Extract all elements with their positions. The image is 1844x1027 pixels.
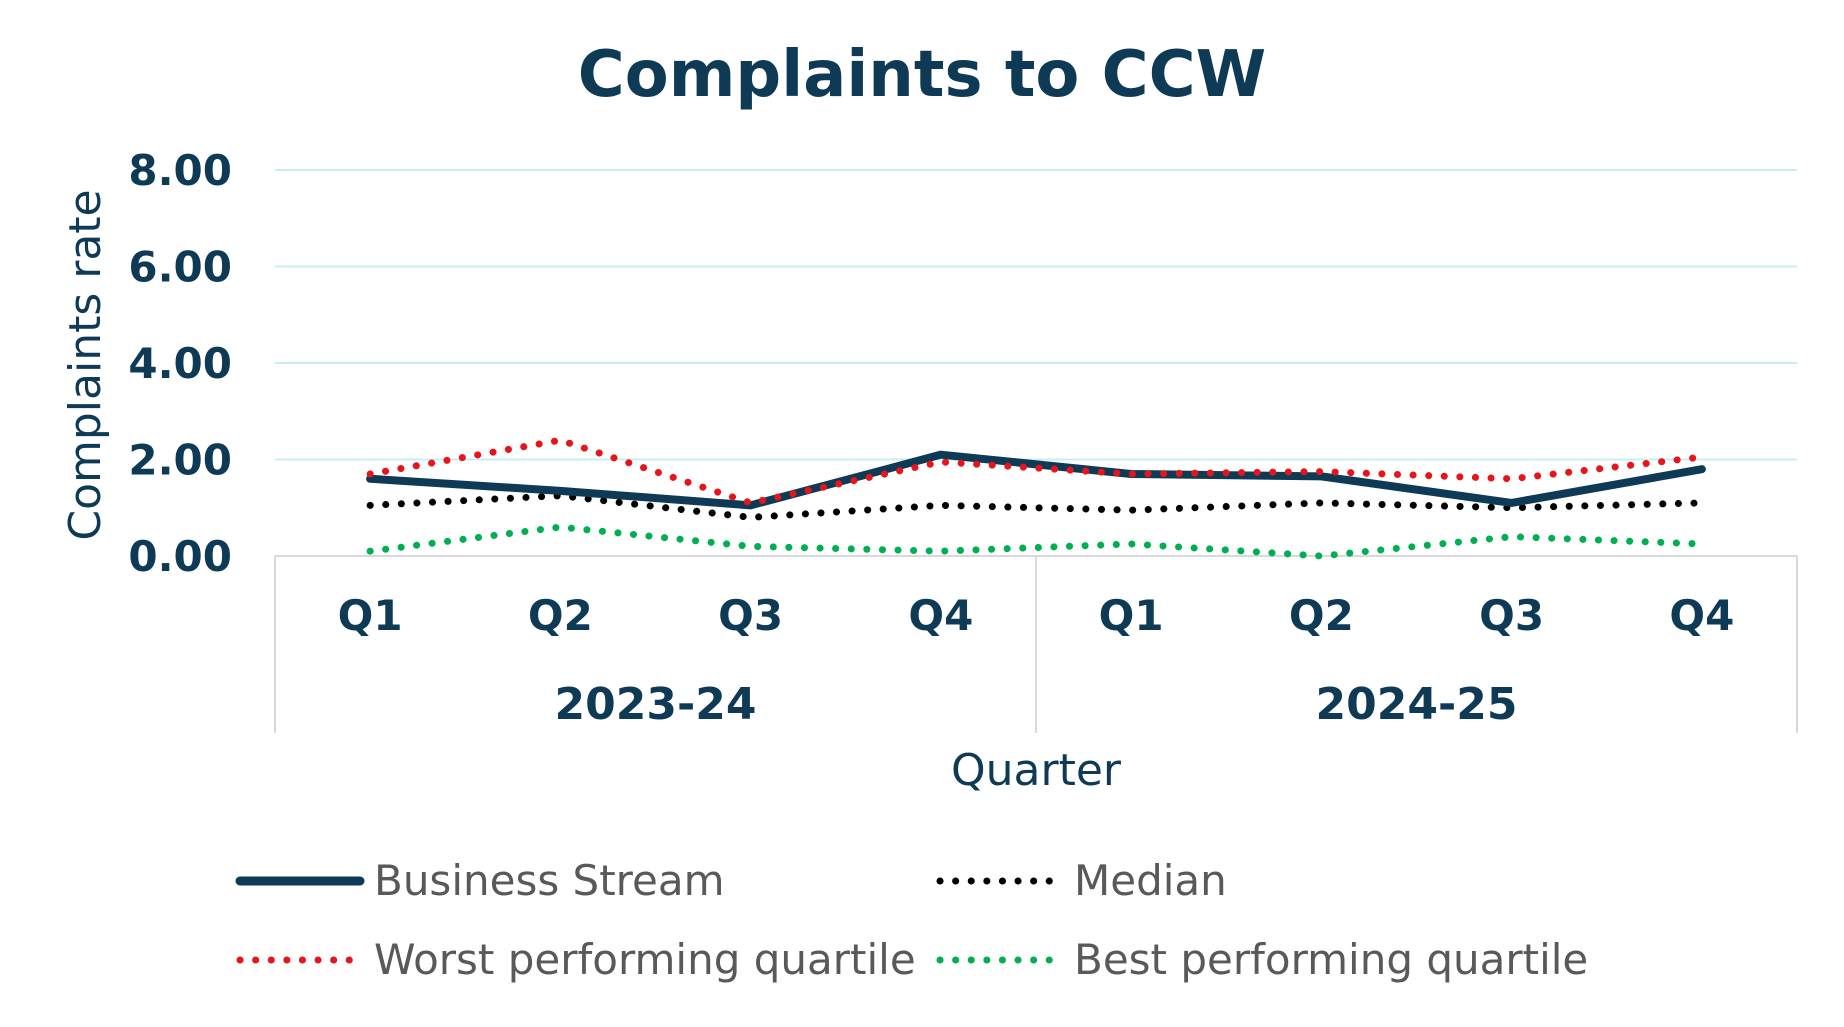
x-tick-label: Q2 <box>1289 591 1354 640</box>
x-tick-label: Q1 <box>338 591 403 640</box>
legend-label: Median <box>1074 856 1227 905</box>
y-tick-label: 6.00 <box>128 243 232 292</box>
legend-label: Best performing quartile <box>1074 935 1588 984</box>
y-tick-label: 0.00 <box>128 532 232 581</box>
legend-label: Worst performing quartile <box>374 935 916 984</box>
x-tick-label: Q4 <box>908 591 973 640</box>
x-tick-label: Q2 <box>528 591 593 640</box>
legend-label: Business Stream <box>374 856 725 905</box>
gridlines <box>275 169 1797 461</box>
x-group-label: 2023-24 <box>555 679 757 730</box>
series-line-business-stream <box>366 450 1706 510</box>
chart-title: Complaints to CCW <box>578 38 1266 112</box>
x-group-label: 2024-25 <box>1316 679 1518 730</box>
x-tick-label: Q3 <box>718 591 783 640</box>
x-axis: 2023-24 2024-25 Q1 Q2 Q3 Q4 Q1 Q2 Q3 Q4 <box>274 555 1798 733</box>
legend: Business Stream Median Worst performing qu… <box>235 856 1588 984</box>
y-tick-label: 2.00 <box>128 436 232 485</box>
series-line-best-performing-quartile <box>366 523 1706 560</box>
x-tick-label: Q1 <box>1099 591 1164 640</box>
series-lines <box>366 436 1706 560</box>
y-tick-label: 4.00 <box>128 339 232 388</box>
series-line-worst-performing-quartile <box>366 436 1706 507</box>
x-axis-label: Quarter <box>951 745 1122 796</box>
series-line-median <box>366 492 1706 521</box>
x-tick-label: Q4 <box>1669 591 1734 640</box>
y-tick-label: 8.00 <box>128 146 232 195</box>
y-axis-ticks: 0.00 2.00 4.00 6.00 8.00 <box>128 146 232 581</box>
y-axis-label: Complaints rate <box>60 189 111 540</box>
x-tick-label: Q3 <box>1479 591 1544 640</box>
